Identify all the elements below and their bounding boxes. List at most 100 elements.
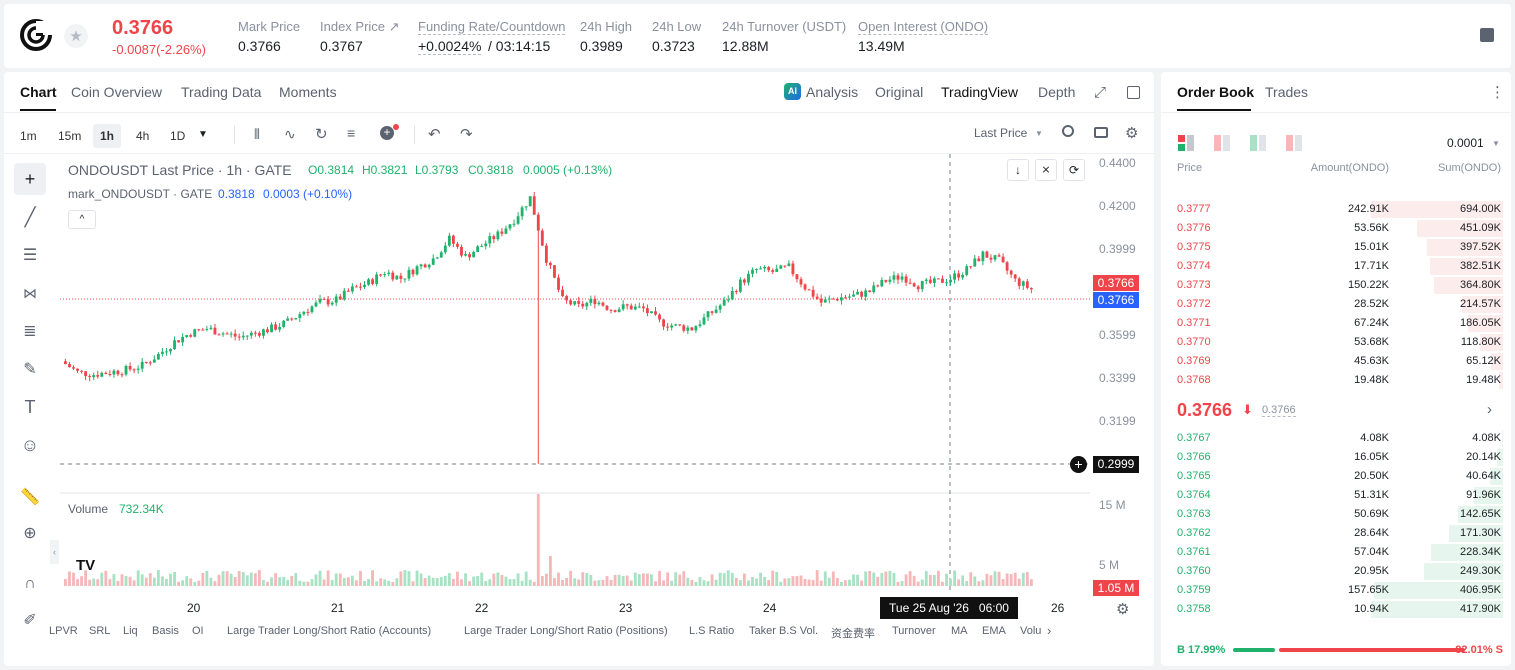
stat-funding-label[interactable]: Funding Rate/Countdown [418, 19, 566, 35]
indicator-ma[interactable]: MA [951, 625, 968, 637]
tab-order-book[interactable]: Order Book [1177, 84, 1255, 100]
indicator-ls-ratio[interactable]: L.S Ratio [689, 625, 735, 637]
bid-row[interactable]: 0.3758 10.94K 417.90K [1161, 600, 1511, 619]
indicator-scroll-right-icon[interactable]: › [1047, 623, 1052, 638]
collapse-legend-icon[interactable]: ^ [68, 210, 96, 229]
view-analysis[interactable]: Analysis [806, 84, 859, 100]
collapse-pane-icon[interactable]: ⨯ [1035, 159, 1057, 181]
add-indicator-icon[interactable]: + [380, 126, 394, 140]
tf-1d[interactable]: 1D [170, 129, 186, 143]
emoji-icon[interactable]: ☺ [20, 434, 40, 455]
view-tradingview[interactable]: TradingView [941, 84, 1019, 100]
brush-icon[interactable]: ✎ [23, 361, 37, 378]
bid-row[interactable]: 0.3767 4.08K 4.08K [1161, 429, 1511, 448]
view-depth[interactable]: Depth [1038, 84, 1076, 100]
pencil-icon[interactable]: ✐ [23, 612, 37, 629]
redo-icon[interactable]: ↷ [460, 126, 473, 143]
bid-row[interactable]: 0.3764 51.31K 91.96K [1161, 486, 1511, 505]
tab-trades[interactable]: Trades [1265, 84, 1309, 100]
ask-row[interactable]: 0.3775 15.01K 397.52K [1161, 238, 1511, 257]
stat-oi-label[interactable]: Open Interest (ONDO) [858, 19, 989, 35]
replay-icon[interactable]: ↻ [315, 126, 328, 143]
maximize-pane-icon[interactable]: ⟳ [1063, 159, 1085, 181]
ask-row[interactable]: 0.3770 53.68K 118.80K [1161, 333, 1511, 352]
tab-trading-data[interactable]: Trading Data [181, 84, 262, 100]
indicator-ltlsr-positions[interactable]: Large Trader Long/Short Ratio (Positions… [464, 625, 668, 637]
tab-moments[interactable]: Moments [279, 84, 337, 100]
view-original[interactable]: Original [875, 84, 924, 100]
indicator-srl[interactable]: SRL [89, 625, 111, 637]
price-type-select[interactable]: Last Price [974, 126, 1028, 140]
scroll-down-icon[interactable]: ↓ [1007, 159, 1029, 181]
ask-row[interactable]: 0.3777 242.91K 694.00K [1161, 200, 1511, 219]
tf-1m[interactable]: 1m [20, 129, 37, 143]
indicator-basis[interactable]: Basis [152, 625, 179, 637]
trendline-icon[interactable]: ╱ [24, 206, 36, 227]
favorite-star-icon[interactable]: ★ [64, 24, 88, 48]
tf-15m[interactable]: 15m [58, 129, 82, 143]
candle-type-icon[interactable]: ⫴ [254, 126, 260, 142]
view-bids-icon[interactable] [1250, 135, 1266, 151]
bid-row[interactable]: 0.3760 20.95K 249.30K [1161, 562, 1511, 581]
candle-body [80, 370, 83, 372]
volume-bar [666, 572, 670, 586]
indicator-ltlsr-accounts[interactable]: Large Trader Long/Short Ratio (Accounts) [227, 625, 432, 637]
indicators-icon[interactable]: ∿ [284, 126, 296, 142]
collapse-toolbar-icon[interactable]: ‹ [50, 540, 59, 564]
tab-chart[interactable]: Chart [20, 84, 57, 100]
bid-row[interactable]: 0.3759 157.65K 406.95K [1161, 581, 1511, 600]
indicator-lpvr[interactable]: LPVR [49, 625, 78, 637]
ask-row[interactable]: 0.3772 28.52K 214.57K [1161, 295, 1511, 314]
magnet-icon[interactable]: ∩ [24, 575, 36, 592]
crosshair-icon[interactable]: + [14, 163, 46, 195]
ask-row[interactable]: 0.3769 45.63K 65.12K [1161, 352, 1511, 371]
tf-4h[interactable]: 4h [136, 129, 150, 143]
text-icon[interactable]: T [24, 396, 36, 417]
indicator-turnover[interactable]: Turnover [892, 625, 936, 637]
bid-row[interactable]: 0.3762 28.64K 171.30K [1161, 524, 1511, 543]
indicator-liq[interactable]: Liq [123, 625, 138, 637]
more-options-icon[interactable]: ⋮ [1490, 84, 1505, 101]
zoom-icon[interactable]: ⊕ [23, 525, 37, 542]
indicator-funding-rate[interactable]: 资金费率 [831, 628, 875, 640]
chevron-right-icon[interactable]: › [1487, 401, 1492, 418]
tf-1h[interactable]: 1h [93, 124, 122, 148]
window-icon[interactable] [1127, 86, 1140, 99]
settings-gear-icon[interactable]: ⚙ [1125, 125, 1139, 142]
fib-icon[interactable]: ≣ [23, 323, 37, 340]
indicator-taker-bs-vol[interactable]: Taker B.S Vol. [749, 625, 819, 637]
undo-icon[interactable]: ↶ [428, 126, 441, 143]
indicator-ema[interactable]: EMA [982, 625, 1006, 637]
ask-row[interactable]: 0.3768 19.48K 19.48K [1161, 371, 1511, 390]
notes-icon[interactable] [1480, 28, 1494, 42]
volume-bar [270, 577, 273, 586]
bid-row[interactable]: 0.3763 50.69K 142.65K [1161, 505, 1511, 524]
bid-row[interactable]: 0.3761 57.04K 228.34K [1161, 543, 1511, 562]
chart-settings-icon[interactable]: ⚙ [1116, 601, 1130, 618]
add-alert-icon[interactable]: + [1070, 456, 1087, 473]
tab-coin-overview[interactable]: Coin Overview [71, 84, 163, 100]
tf-dropdown-icon[interactable]: ▼ [198, 129, 208, 140]
bid-row[interactable]: 0.3765 20.50K 40.64K [1161, 467, 1511, 486]
ask-row[interactable]: 0.3774 17.71K 382.51K [1161, 257, 1511, 276]
precision-select[interactable]: 0.0001 [1447, 136, 1484, 150]
ask-row[interactable]: 0.3771 67.24K 186.05K [1161, 314, 1511, 333]
search-icon[interactable] [1062, 125, 1074, 137]
view-both-icon[interactable] [1178, 135, 1194, 151]
ruler-icon[interactable]: 📏 [20, 489, 40, 506]
pattern-icon[interactable]: ⋈ [23, 284, 37, 301]
indicator-oi[interactable]: OI [192, 625, 204, 637]
ask-row[interactable]: 0.3776 53.56K 451.09K [1161, 219, 1511, 238]
stat-index-label[interactable]: Index Price ↗ [320, 19, 400, 34]
volume-bar [524, 571, 528, 586]
price-chart[interactable] [60, 154, 1090, 592]
bid-row[interactable]: 0.3766 16.05K 20.14K [1161, 448, 1511, 467]
camera-icon[interactable] [1094, 127, 1108, 138]
ask-row[interactable]: 0.3773 150.22K 364.80K [1161, 276, 1511, 295]
templates-icon[interactable]: ≡ [347, 125, 356, 141]
expand-icon[interactable]: ⤢ [1094, 84, 1107, 101]
view-depth-icon[interactable] [1286, 135, 1302, 151]
view-asks-icon[interactable] [1214, 135, 1230, 151]
indicator-volume[interactable]: Volu [1020, 625, 1042, 637]
horizontal-lines-icon[interactable]: ☰ [22, 247, 38, 264]
